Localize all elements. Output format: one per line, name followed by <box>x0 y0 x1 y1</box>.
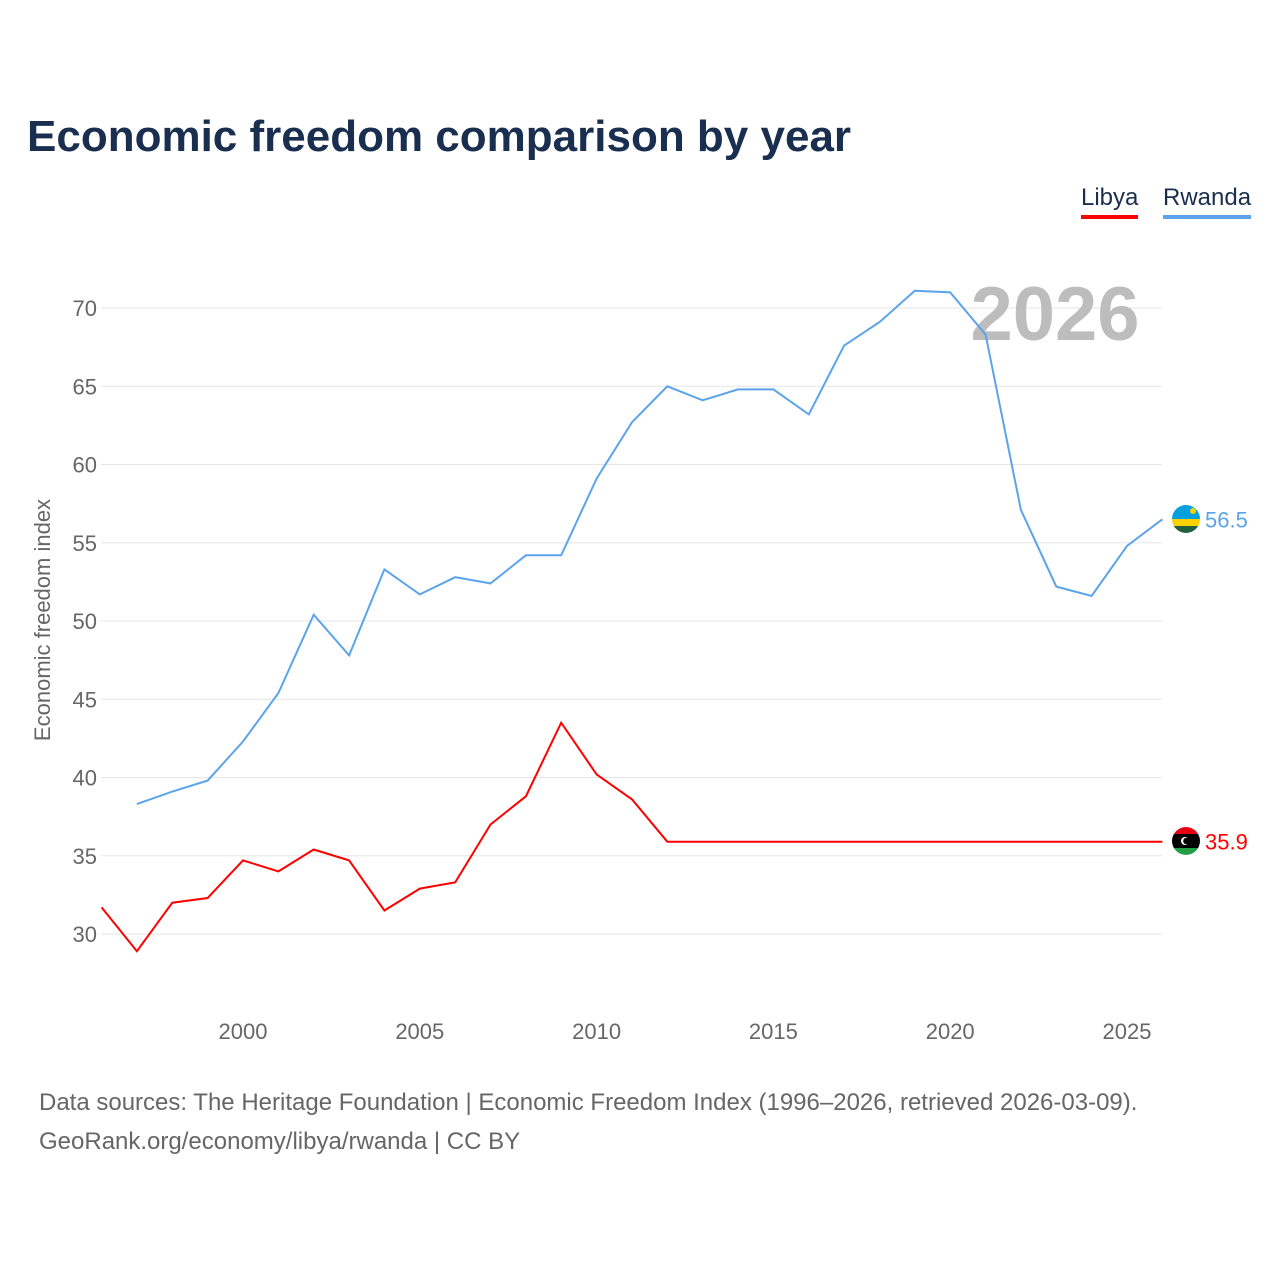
y-tick-label: 30 <box>73 922 97 947</box>
rwanda-flag-icon <box>1172 505 1200 533</box>
x-tick-label: 2000 <box>219 1019 268 1044</box>
series-line-libya <box>100 720 1163 953</box>
end-value-label-libya: 35.9 <box>1205 830 1248 855</box>
y-tick-label: 55 <box>73 531 97 556</box>
x-tick-label: 2005 <box>395 1019 444 1044</box>
y-axis-label: Economic freedom index <box>30 499 55 741</box>
y-tick-label: 60 <box>73 453 97 478</box>
y-tick-label: 45 <box>73 687 97 712</box>
legend-item-rwanda[interactable]: Rwanda <box>1163 184 1252 219</box>
y-tick-label: 65 <box>73 374 97 399</box>
y-tick-label: 70 <box>73 296 97 321</box>
libya-flag-icon <box>1172 827 1200 855</box>
source-link[interactable]: GeoRank.org/economy/libya/rwanda | CC BY <box>39 1128 521 1155</box>
series-line-rwanda <box>136 289 1164 806</box>
legend-item-libya[interactable]: Libya <box>1081 184 1139 219</box>
page-title: Economic freedom comparison by year <box>27 112 852 161</box>
y-tick-label: 35 <box>73 844 97 869</box>
source-text: Data sources: The Heritage Foundation | … <box>39 1089 1138 1116</box>
x-tick-label: 2010 <box>572 1019 621 1044</box>
x-tick-label: 2020 <box>926 1019 975 1044</box>
x-tick-label: 2025 <box>1103 1019 1152 1044</box>
x-tick-label: 2015 <box>749 1019 798 1044</box>
end-value-label-rwanda: 56.5 <box>1205 507 1248 532</box>
y-tick-label: 50 <box>73 609 97 634</box>
year-watermark: 2026 <box>970 272 1139 357</box>
y-tick-label: 40 <box>73 766 97 791</box>
